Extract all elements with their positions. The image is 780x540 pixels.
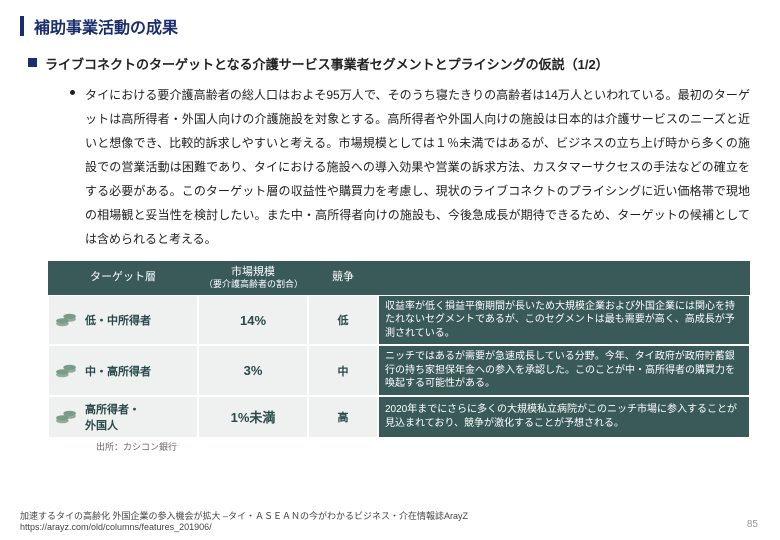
cell-target: 低・中所得者 bbox=[48, 295, 198, 346]
subtitle: ライブコネクトのターゲットとなる介護サービス事業者セグメントとプライシングの仮説… bbox=[45, 54, 609, 73]
cell-competition: 高 bbox=[308, 396, 378, 438]
header-desc bbox=[378, 261, 750, 295]
table-row: 高所得者・外国人1%未満高2020年までにさらに多くの大規模私立病院がこのニッチ… bbox=[48, 396, 750, 438]
body-text: タイにおける要介護高齢者の総人口はおよそ95万人で、そのうち寝たきりの高齢者は1… bbox=[85, 83, 750, 251]
coins-icon bbox=[55, 408, 77, 426]
title-bar: 補助事業活動の成果 bbox=[0, 0, 780, 50]
cell-desc: 2020年までにさらに多くの大規模私立病院がこのニッチ市場に参入することが見込ま… bbox=[378, 396, 750, 438]
body-row: タイにおける要介護高齢者の総人口はおよそ95万人で、そのうち寝たきりの高齢者は1… bbox=[0, 79, 780, 261]
segment-table: ターゲット層 市場規模 （要介護高齢者の割合） 競争 低・中所得者14%低収益率… bbox=[48, 261, 750, 453]
header-size-main: 市場規模 bbox=[231, 266, 275, 279]
cell-competition: 中 bbox=[308, 345, 378, 396]
header-competition: 競争 bbox=[308, 261, 378, 295]
cell-size: 14% bbox=[198, 295, 308, 346]
table-row: 中・高所得者3%中ニッチではあるが需要が急速成長している分野。今年、タイ政府が政… bbox=[48, 345, 750, 396]
subtitle-row: ライブコネクトのターゲットとなる介護サービス事業者セグメントとプライシングの仮説… bbox=[0, 50, 780, 79]
cell-target: 中・高所得者 bbox=[48, 345, 198, 396]
title-accent bbox=[20, 16, 24, 36]
cell-size: 1%未満 bbox=[198, 396, 308, 438]
footer-line2: https://arayz.com/old/columns/features_2… bbox=[20, 522, 760, 534]
header-target: ターゲット層 bbox=[48, 261, 198, 295]
header-size: 市場規模 （要介護高齢者の割合） bbox=[198, 261, 308, 295]
cell-target: 高所得者・外国人 bbox=[48, 396, 198, 438]
dot-bullet-icon bbox=[70, 90, 75, 95]
cell-size: 3% bbox=[198, 345, 308, 396]
page-number: 85 bbox=[747, 519, 758, 530]
square-bullet-icon bbox=[28, 58, 37, 67]
cell-desc: ニッチではあるが需要が急速成長している分野。今年、タイ政府が政府貯蓄銀行の持ち家… bbox=[378, 345, 750, 396]
coins-icon bbox=[55, 311, 77, 329]
table-header: ターゲット層 市場規模 （要介護高齢者の割合） 競争 bbox=[48, 261, 750, 295]
footer-line1: 加速するタイの高齢化 外国企業の参入機会が拡大 –タイ・ＡＳＥＡＮの今がわかるビ… bbox=[20, 511, 760, 523]
header-size-sub: （要介護高齢者の割合） bbox=[204, 279, 302, 290]
footer: 加速するタイの高齢化 外国企業の参入機会が拡大 –タイ・ＡＳＥＡＮの今がわかるビ… bbox=[20, 511, 760, 534]
coins-icon bbox=[55, 362, 77, 380]
cell-competition: 低 bbox=[308, 295, 378, 346]
cell-desc: 収益率が低く損益平衡期間が長いため大規模企業および外国企業には関心を持たれないセ… bbox=[378, 295, 750, 346]
page-title: 補助事業活動の成果 bbox=[34, 14, 178, 38]
table-source: 出所：カシコン銀行 bbox=[48, 438, 750, 453]
table-row: 低・中所得者14%低収益率が低く損益平衡期間が長いため大規模企業および外国企業に… bbox=[48, 295, 750, 346]
